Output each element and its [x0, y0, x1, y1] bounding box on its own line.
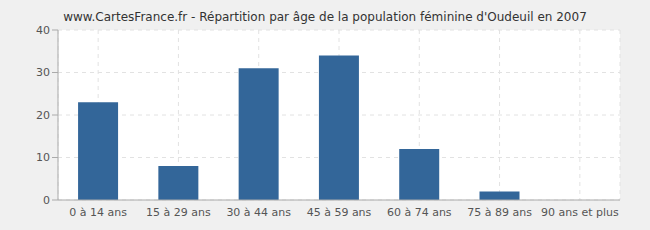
- svg-text:45 à 59 ans: 45 à 59 ans: [307, 206, 372, 219]
- svg-text:0 à 14 ans: 0 à 14 ans: [69, 206, 127, 219]
- svg-text:75 à 89 ans: 75 à 89 ans: [467, 206, 532, 219]
- svg-text:60 à 74 ans: 60 à 74 ans: [387, 206, 452, 219]
- svg-text:40: 40: [36, 24, 50, 37]
- svg-text:0: 0: [43, 194, 50, 207]
- svg-text:30 à 44 ans: 30 à 44 ans: [226, 206, 291, 219]
- svg-text:30: 30: [36, 66, 50, 79]
- svg-text:90 ans et plus: 90 ans et plus: [541, 206, 619, 219]
- svg-text:10: 10: [36, 151, 50, 164]
- svg-text:15 à 29 ans: 15 à 29 ans: [146, 206, 211, 219]
- html-text:www.CartesFrance.fr - Répartit: www.CartesFrance.fr - Répartition par âg…: [63, 10, 587, 24]
- svg-text:20: 20: [36, 109, 50, 122]
